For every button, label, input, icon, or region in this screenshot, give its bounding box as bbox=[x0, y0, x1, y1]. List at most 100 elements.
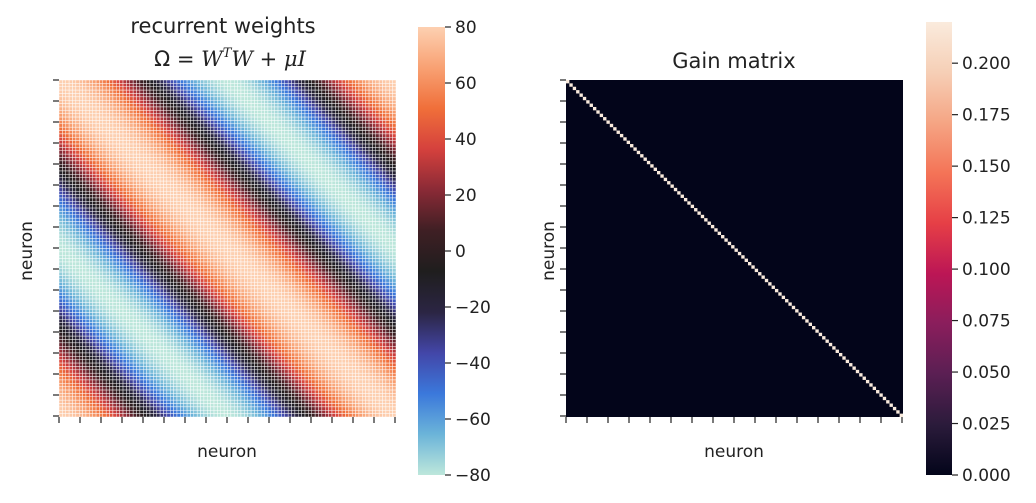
heatmap1-cell bbox=[180, 231, 184, 236]
heatmap1-cell bbox=[102, 190, 107, 195]
heatmap1-cell bbox=[298, 177, 302, 182]
heatmap1-cell bbox=[365, 180, 370, 185]
heatmap1-cell bbox=[281, 177, 286, 182]
heatmap1-cell bbox=[355, 217, 360, 222]
heatmap1-cell bbox=[196, 133, 201, 138]
heatmap1-cell bbox=[321, 164, 326, 168]
heatmap1-cell bbox=[281, 157, 286, 162]
heatmap1-cell bbox=[308, 244, 312, 249]
heatmap1-cell bbox=[345, 244, 350, 249]
heatmap1-cell bbox=[314, 241, 319, 246]
heatmap1-cell bbox=[99, 207, 104, 212]
heatmap1-cell bbox=[62, 143, 66, 148]
heatmap1-cell bbox=[372, 137, 377, 141]
heatmap1-cell bbox=[271, 133, 275, 138]
heatmap1-cell bbox=[325, 147, 329, 151]
heatmap1-cell bbox=[304, 113, 309, 118]
heatmap1-cell bbox=[119, 153, 124, 158]
heatmap1-cell bbox=[227, 99, 232, 104]
heatmap1-cell bbox=[166, 201, 171, 205]
heatmap1-cell bbox=[169, 197, 174, 202]
heatmap1-cell bbox=[271, 103, 275, 108]
heatmap1-cell bbox=[186, 126, 191, 131]
heatmap1-cell bbox=[314, 184, 319, 189]
heatmap1-cell bbox=[392, 126, 397, 131]
heatmap1-cell bbox=[254, 217, 259, 222]
heatmap1-cell bbox=[173, 167, 178, 172]
heatmap1-cell bbox=[68, 123, 73, 128]
heatmap1-cell bbox=[163, 153, 168, 158]
heatmap1-cell bbox=[264, 221, 269, 226]
heatmap1-cell bbox=[92, 113, 97, 118]
heatmap1-cell bbox=[351, 167, 356, 172]
heatmap1-cell bbox=[173, 116, 178, 121]
heatmap1-cell bbox=[335, 211, 339, 216]
heatmap1-cell bbox=[240, 93, 245, 98]
heatmap1-cell bbox=[392, 201, 397, 205]
heatmap1-cell bbox=[358, 123, 363, 128]
heatmap1-cell bbox=[227, 89, 232, 94]
heatmap1-cell bbox=[62, 150, 66, 155]
heatmap1-cell bbox=[72, 126, 77, 131]
heatmap1-cell bbox=[68, 140, 73, 145]
heatmap1-cell bbox=[203, 194, 208, 199]
heatmap1-cell bbox=[338, 184, 343, 189]
heatmap1-cell bbox=[75, 157, 80, 162]
heatmap1-cell bbox=[122, 174, 127, 178]
heatmap1-cell bbox=[294, 228, 299, 232]
heatmap1-cell bbox=[304, 126, 309, 131]
heatmap1-cell bbox=[257, 93, 262, 98]
heatmap1-cell bbox=[385, 238, 390, 242]
heatmap1-cell bbox=[58, 228, 63, 232]
heatmap1-cell bbox=[156, 204, 161, 209]
heatmap1-cell bbox=[196, 123, 201, 128]
heatmap1-cell bbox=[220, 224, 225, 229]
heatmap1-cell bbox=[210, 234, 215, 239]
heatmap1-cell bbox=[271, 113, 275, 118]
heatmap1-cell bbox=[203, 86, 208, 91]
heatmap1-cell bbox=[230, 89, 235, 94]
heatmap1-cell bbox=[281, 167, 286, 172]
heatmap1-cell bbox=[362, 93, 366, 98]
heatmap1-cell bbox=[193, 93, 198, 98]
heatmap1-cell bbox=[186, 147, 191, 151]
heatmap1-cell bbox=[389, 190, 393, 195]
heatmap1-cell bbox=[85, 103, 90, 108]
heatmap1-cell bbox=[183, 99, 188, 104]
heatmap1-cell bbox=[186, 143, 191, 148]
heatmap1-cell bbox=[156, 99, 161, 104]
heatmap1-cell bbox=[217, 241, 221, 246]
heatmap1-cell bbox=[237, 96, 242, 101]
heatmap1-cell bbox=[203, 126, 208, 131]
heatmap1-cell bbox=[89, 204, 93, 209]
heatmap1-cell bbox=[200, 153, 205, 158]
heatmap1-cell bbox=[378, 194, 383, 199]
heatmap1-cell bbox=[153, 207, 157, 212]
heatmap1-cell bbox=[237, 190, 242, 195]
heatmap1-cell bbox=[375, 140, 380, 145]
heatmap1-cell bbox=[325, 221, 329, 226]
heatmap1-cell bbox=[146, 86, 151, 91]
heatmap1-cell bbox=[146, 133, 151, 138]
heatmap1-cell bbox=[95, 126, 100, 131]
heatmap1-cell bbox=[335, 234, 339, 239]
heatmap1-cell bbox=[237, 157, 242, 162]
heatmap1-cell bbox=[304, 234, 309, 239]
heatmap1-cell bbox=[82, 93, 87, 98]
heatmap1-cell bbox=[385, 123, 390, 128]
heatmap1-cell bbox=[146, 234, 151, 239]
heatmap1-cell bbox=[287, 153, 292, 158]
heatmap1-cell bbox=[294, 177, 299, 182]
heatmap1-cell bbox=[311, 143, 316, 148]
heatmap1-cell bbox=[385, 214, 390, 219]
heatmap1-cell bbox=[341, 221, 346, 226]
heatmap1-cell bbox=[291, 147, 296, 151]
heatmap1-cell bbox=[153, 160, 157, 165]
heatmap1-cell bbox=[345, 93, 350, 98]
heatmap1-cell bbox=[68, 177, 73, 182]
heatmap1-cell bbox=[335, 207, 339, 212]
heatmap1-cell bbox=[368, 153, 373, 158]
heatmap1-cell bbox=[375, 147, 380, 151]
heatmap1-cell bbox=[325, 228, 329, 232]
chart-recurrent-weights: recurrent weights Ω = WTW + μI neuron ne… bbox=[17, 14, 491, 486]
